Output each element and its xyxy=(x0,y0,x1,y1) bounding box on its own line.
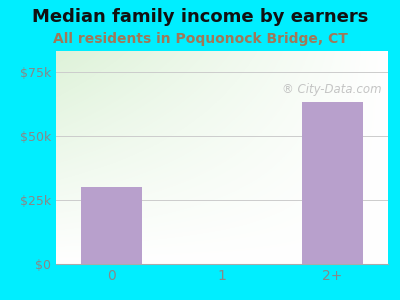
Bar xyxy=(302,102,363,264)
Text: All residents in Poquonock Bridge, CT: All residents in Poquonock Bridge, CT xyxy=(52,32,348,46)
Text: ® City-Data.com: ® City-Data.com xyxy=(282,83,381,96)
Text: Median family income by earners: Median family income by earners xyxy=(32,8,368,26)
Bar xyxy=(81,187,142,264)
